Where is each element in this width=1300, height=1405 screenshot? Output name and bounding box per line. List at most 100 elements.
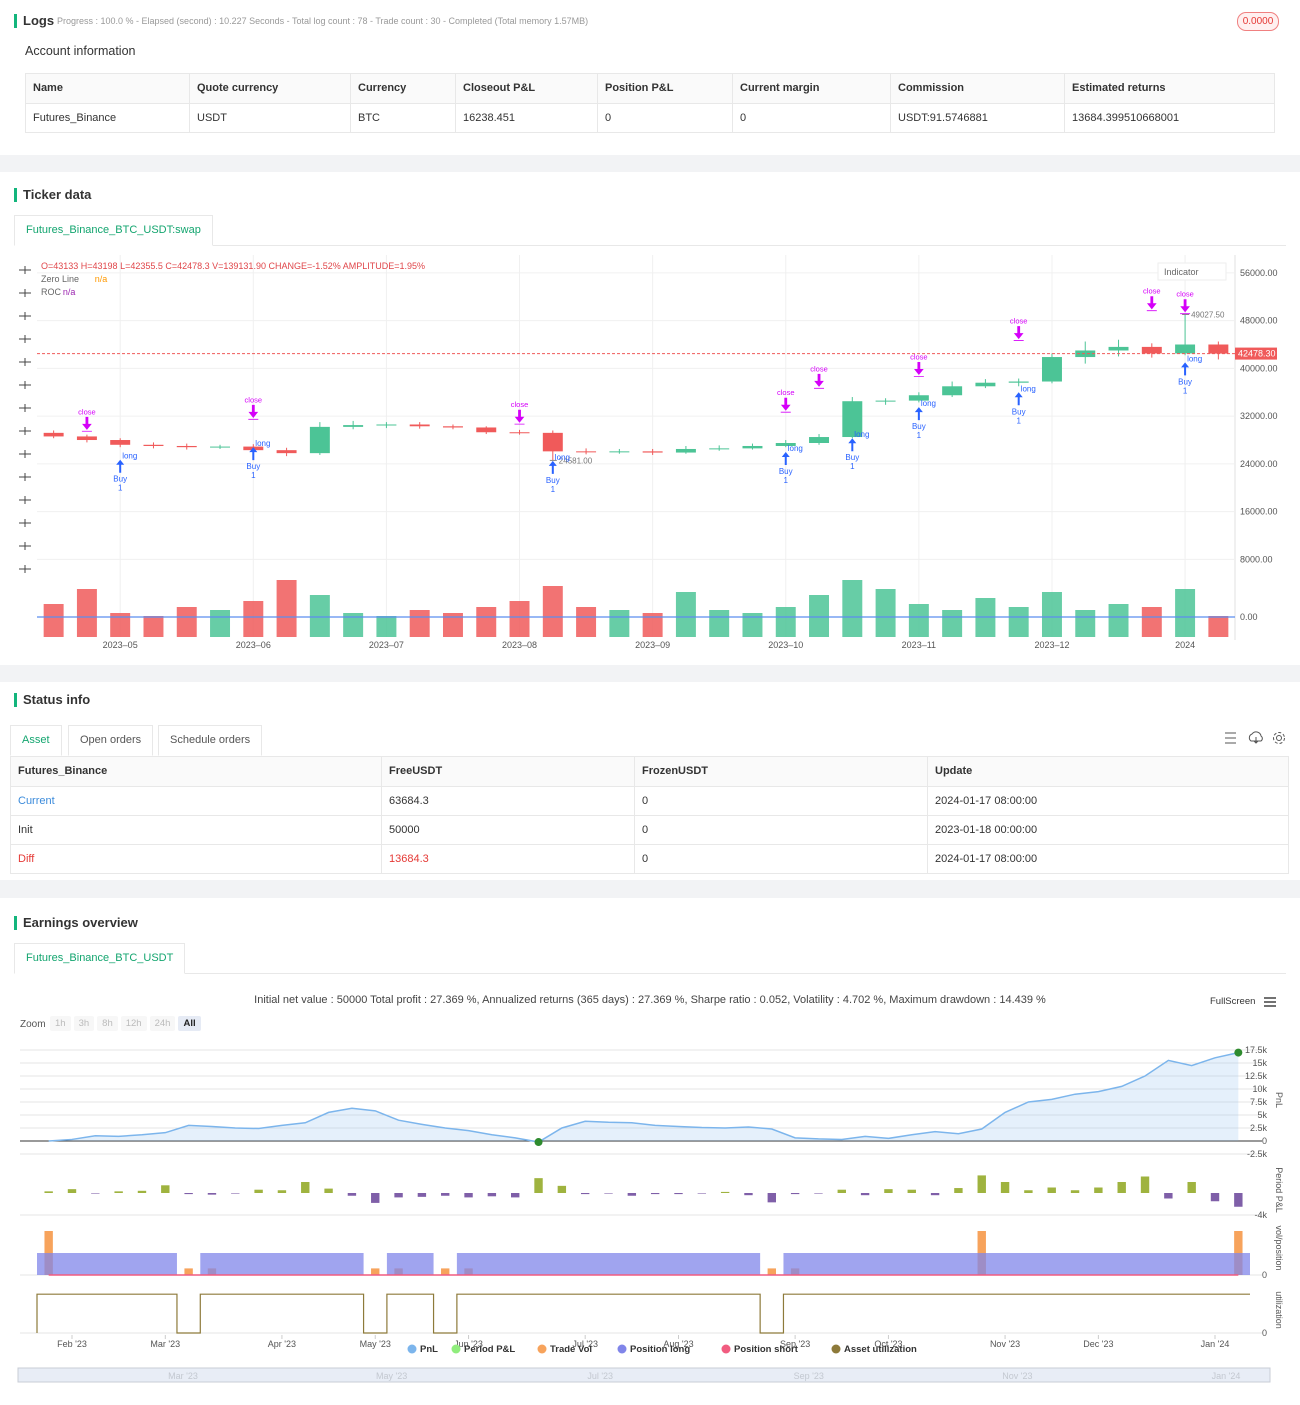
candle-body <box>43 432 64 437</box>
entry-arrow <box>914 407 923 421</box>
roc-bar <box>1075 610 1096 637</box>
zoom-button[interactable]: All <box>178 1016 201 1031</box>
candle-body <box>76 436 97 441</box>
tab[interactable]: Futures_Binance_BTC_USDT:swap <box>14 215 213 246</box>
asset-table: Futures_Binance FreeUSDT FrozenUSDT Update C… <box>10 756 1289 874</box>
menu-icon[interactable] <box>1263 996 1277 1008</box>
tab[interactable]: Futures_Binance_BTC_USDT <box>14 943 186 974</box>
legend-label[interactable]: PnL <box>420 1344 438 1355</box>
candle-body <box>509 432 530 434</box>
x-tick-label: 2023–11 <box>902 640 936 650</box>
y-tick-label: 16000.00 <box>1240 507 1278 517</box>
zoom-button[interactable]: 12h <box>120 1016 147 1031</box>
x-tick-label: 2024 <box>1175 640 1195 650</box>
roc-bar <box>908 604 929 637</box>
exit-label: close <box>910 352 928 361</box>
y-tick-label: 2.5k <box>1250 1123 1268 1133</box>
column <box>954 1188 963 1193</box>
toolbar-icons[interactable] <box>1222 730 1292 746</box>
table-row: Init 50000 0 2023-01-18 00:00:00 <box>11 815 1288 844</box>
candle-body <box>775 443 796 446</box>
header-cell: Name <box>33 82 63 94</box>
fullscreen[interactable]: FullScreen <box>1210 996 1256 1007</box>
roc-bar <box>942 610 963 637</box>
exit-arrow <box>913 361 924 377</box>
tab[interactable]: Open orders <box>68 725 154 756</box>
header-cell: Position P&L <box>597 74 732 103</box>
legend-value: n/a <box>63 287 76 297</box>
candle-body <box>176 445 197 448</box>
pnl-line <box>48 1051 1239 1143</box>
entry-label: Buy <box>1178 377 1192 386</box>
candle-body <box>576 451 597 453</box>
tab[interactable]: Asset <box>10 725 62 756</box>
column <box>67 1189 77 1193</box>
tool-icon <box>19 358 31 366</box>
legend-label[interactable]: Period P&L <box>464 1344 515 1355</box>
y-tick-label: -4k <box>1254 1210 1267 1220</box>
legend-label[interactable]: Position long <box>630 1344 690 1355</box>
legend-label[interactable]: Position short <box>734 1344 799 1355</box>
zoom-button[interactable]: 24h <box>149 1016 176 1031</box>
roc-bar <box>1108 604 1129 637</box>
x-tick-label: Aug '23 <box>663 1339 693 1349</box>
zoom-button[interactable]: 1h <box>50 1016 71 1031</box>
legend-symbol <box>831 1344 841 1354</box>
entry-name: long <box>1021 384 1036 393</box>
column <box>441 1268 450 1275</box>
candle-body <box>642 451 663 453</box>
candle-body <box>975 382 996 387</box>
cell: USDT <box>189 104 350 132</box>
entry-name: long <box>1187 354 1202 363</box>
candle-body <box>276 450 297 454</box>
column <box>1024 1190 1033 1193</box>
candle-body <box>842 401 863 438</box>
cell: 63684.3 <box>381 787 634 815</box>
cell: USDT:91.5746881 <box>890 104 1064 132</box>
exit-arrow <box>780 397 791 413</box>
roc-bar <box>642 613 663 637</box>
y-tick-label: 0 <box>1262 1328 1267 1338</box>
zoom-button[interactable]: 3h <box>73 1016 95 1031</box>
exit-label: close <box>777 388 795 397</box>
legend-label[interactable]: Trade Vol <box>550 1344 592 1355</box>
exit-label: close <box>1176 290 1194 299</box>
entry-label: Buy <box>779 467 793 476</box>
zoom-button[interactable]: 8h <box>97 1016 118 1031</box>
candle-body <box>1041 357 1062 382</box>
tool-icon <box>19 289 31 297</box>
x-tick-label: Mar '23 <box>150 1339 180 1349</box>
x-tick-label: 2023–06 <box>236 640 271 650</box>
status-section: Status info Asset Open orders Schedule o… <box>0 682 1300 880</box>
tool-icon <box>19 427 31 435</box>
column <box>44 1191 53 1193</box>
y-tick-label: 56000.00 <box>1240 268 1278 278</box>
column <box>720 1191 730 1193</box>
roc-bar <box>576 607 597 637</box>
table-header: Futures_Binance FreeUSDT FrozenUSDT Update <box>11 757 1288 786</box>
y-tick-label: 0 <box>1262 1136 1267 1146</box>
candle-body <box>442 426 463 428</box>
roc-bar <box>110 613 131 637</box>
roc-bar <box>376 616 397 637</box>
header-cell: Update <box>927 757 1286 786</box>
legend-label[interactable]: Asset utilization <box>844 1344 917 1355</box>
x-tick-label: Oct '23 <box>874 1339 902 1349</box>
cell: 16238.451 <box>455 104 597 132</box>
entry-name: long <box>854 430 869 439</box>
tool-icon <box>19 565 31 573</box>
x-tick-label: 2023–09 <box>635 640 670 650</box>
roc-bar <box>609 610 630 637</box>
summary: Initial net value : 50000 Total profit :… <box>254 994 1046 1006</box>
candle-body <box>675 448 696 453</box>
y-tick-label: 15k <box>1252 1058 1267 1068</box>
entry-name: long <box>555 453 570 462</box>
column <box>860 1193 870 1196</box>
entry-arrow <box>848 438 857 452</box>
cell: Init <box>18 824 33 836</box>
exit-label: close <box>245 395 263 404</box>
column <box>767 1268 776 1275</box>
indicator-box[interactable] <box>1157 262 1227 281</box>
tab[interactable]: Schedule orders <box>158 725 263 756</box>
x-tick-label: Jan '24 <box>1201 1339 1230 1349</box>
